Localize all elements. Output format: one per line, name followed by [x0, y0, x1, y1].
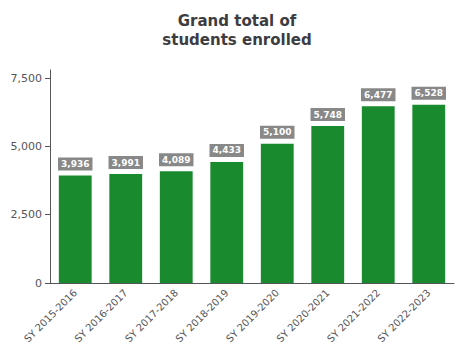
svg-text:SY 2018-2019: SY 2018-2019	[173, 287, 230, 344]
svg-text:7,500: 7,500	[11, 72, 43, 85]
svg-text:3,991: 3,991	[112, 158, 140, 168]
svg-text:2,500: 2,500	[11, 208, 43, 221]
svg-text:SY 2019-2020: SY 2019-2020	[224, 287, 281, 344]
svg-text:SY 2020-2021: SY 2020-2021	[274, 287, 331, 344]
svg-text:4,089: 4,089	[162, 155, 190, 165]
svg-text:6,477: 6,477	[364, 90, 392, 100]
svg-text:6,528: 6,528	[415, 88, 443, 98]
svg-text:SY 2017-2018: SY 2017-2018	[123, 287, 180, 344]
svg-text:5,748: 5,748	[314, 110, 342, 120]
svg-text:SY 2022-2023: SY 2022-2023	[375, 287, 432, 344]
svg-text:4,433: 4,433	[213, 145, 241, 155]
svg-text:5,000: 5,000	[11, 140, 43, 153]
svg-text:Grand total of: Grand total of	[178, 12, 297, 30]
svg-text:3,936: 3,936	[61, 159, 89, 169]
svg-text:SY 2015-2016: SY 2015-2016	[22, 287, 79, 344]
svg-text:SY 2016-2017: SY 2016-2017	[72, 287, 129, 344]
svg-text:0: 0	[35, 277, 42, 290]
svg-text:students enrolled: students enrolled	[162, 31, 311, 49]
svg-text:5,100: 5,100	[263, 127, 291, 137]
svg-text:SY 2021-2022: SY 2021-2022	[325, 287, 382, 344]
